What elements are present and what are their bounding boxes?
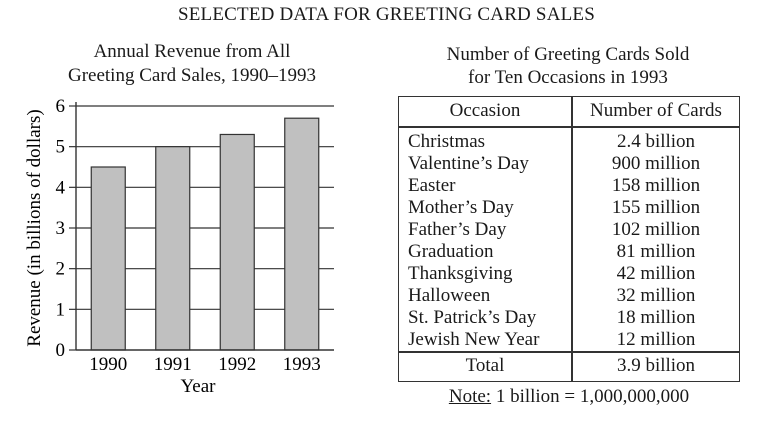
bar-chart: 0 1 2 3 4 5 6 1990 1991 1992 1993 Year Revenue (in…: [24, 96, 334, 397]
occasion-cell: Graduation: [408, 241, 494, 262]
cards-cell: 18 million: [616, 307, 696, 328]
bars: [90, 117, 320, 351]
table-title: Number of Greeting Cards Sold for Ten Oc…: [398, 43, 738, 89]
y-tick-label: 5: [56, 137, 66, 158]
cards-cell: 2.4 billion: [616, 131, 696, 152]
bar-1992: [219, 133, 255, 351]
page-title: SELECTED DATA FOR GREETING CARD SALES: [177, 4, 596, 25]
table-row: Easter 158 million: [399, 175, 739, 197]
table-row: Valentine’s Day 900 million: [399, 153, 739, 175]
total-divider: [399, 351, 739, 353]
table-row: Graduation 81 million: [399, 241, 739, 263]
y-tick-label: 6: [56, 96, 66, 117]
table-body: Christmas 2.4 billion Valentine’s Day 900 m…: [399, 131, 739, 351]
x-tick-label: 1991: [154, 354, 192, 375]
cards-cell: 42 million: [616, 263, 696, 284]
occasion-cell: St. Patrick’s Day: [408, 307, 537, 328]
greeting-cards-table: Occasion Number of Cards Christmas 2.4 bi…: [398, 96, 740, 382]
footnote: Note: 1 billion = 1,000,000,000: [398, 386, 740, 408]
note-label: Note:: [448, 386, 492, 407]
y-axis-label: Revenue (in billions of dollars): [24, 109, 45, 346]
note-text: 1 billion = 1,000,000,000: [495, 386, 690, 407]
occasion-cell: Father’s Day: [408, 219, 507, 240]
x-tick-label: 1990: [89, 354, 127, 375]
cards-cell: 155 million: [611, 197, 701, 218]
x-axis-label: Year: [180, 376, 216, 397]
table-row: Christmas 2.4 billion: [399, 131, 739, 153]
table-row: Jewish New Year 12 million: [399, 329, 739, 351]
occasion-cell: Christmas: [408, 131, 486, 152]
table-title-line-1: Number of Greeting Cards Sold: [446, 44, 690, 65]
occasion-cell: Mother’s Day: [408, 197, 514, 218]
table-row: Mother’s Day 155 million: [399, 197, 739, 219]
column-divider: [571, 97, 573, 381]
occasion-cell: Easter: [408, 175, 456, 196]
table-row: Halloween 32 million: [399, 285, 739, 307]
y-tick-label: 0: [56, 340, 66, 361]
x-tick-label: 1992: [218, 354, 256, 375]
bar-1993: [284, 117, 320, 351]
table-row: Thanksgiving 42 million: [399, 263, 739, 285]
table-title-line-2: for Ten Occasions in 1993: [468, 67, 668, 88]
y-tick-label: 4: [56, 177, 66, 198]
header-divider: [399, 126, 739, 128]
chart-title-line-1: Annual Revenue from All: [93, 41, 291, 62]
bar-1990: [90, 166, 126, 351]
cards-cell: 102 million: [611, 219, 701, 240]
cards-cell: 12 million: [616, 329, 696, 350]
occasion-cell: Jewish New Year: [408, 329, 540, 350]
y-tick-label: 3: [56, 218, 66, 239]
y-tick-label: 2: [56, 259, 66, 280]
table-row: St. Patrick’s Day 18 million: [399, 307, 739, 329]
occasion-cell: Thanksgiving: [408, 263, 513, 284]
bar-1991: [155, 146, 191, 351]
x-tick-label: 1993: [283, 354, 321, 375]
y-tick-label: 1: [56, 299, 66, 320]
occasion-cell: Valentine’s Day: [408, 153, 529, 174]
column-header-number-of-cards: Number of Cards: [590, 100, 722, 121]
total-label: Total: [465, 355, 505, 376]
axes: [69, 102, 334, 351]
cards-cell: 32 million: [616, 285, 696, 306]
chart-title-line-2: Greeting Card Sales, 1990–1993: [67, 65, 316, 86]
cards-cell: 158 million: [611, 175, 701, 196]
column-header-occasion: Occasion: [449, 100, 521, 121]
table-row: Father’s Day 102 million: [399, 219, 739, 241]
occasion-cell: Halloween: [408, 285, 491, 306]
total-value: 3.9 billion: [616, 355, 696, 376]
chart-title: Annual Revenue from All Greeting Card Sa…: [44, 40, 340, 88]
cards-cell: 900 million: [611, 153, 701, 174]
cards-cell: 81 million: [616, 241, 696, 262]
tick-labels: 0 1 2 3 4 5 6 1990 1991 1992 1993: [56, 96, 321, 375]
